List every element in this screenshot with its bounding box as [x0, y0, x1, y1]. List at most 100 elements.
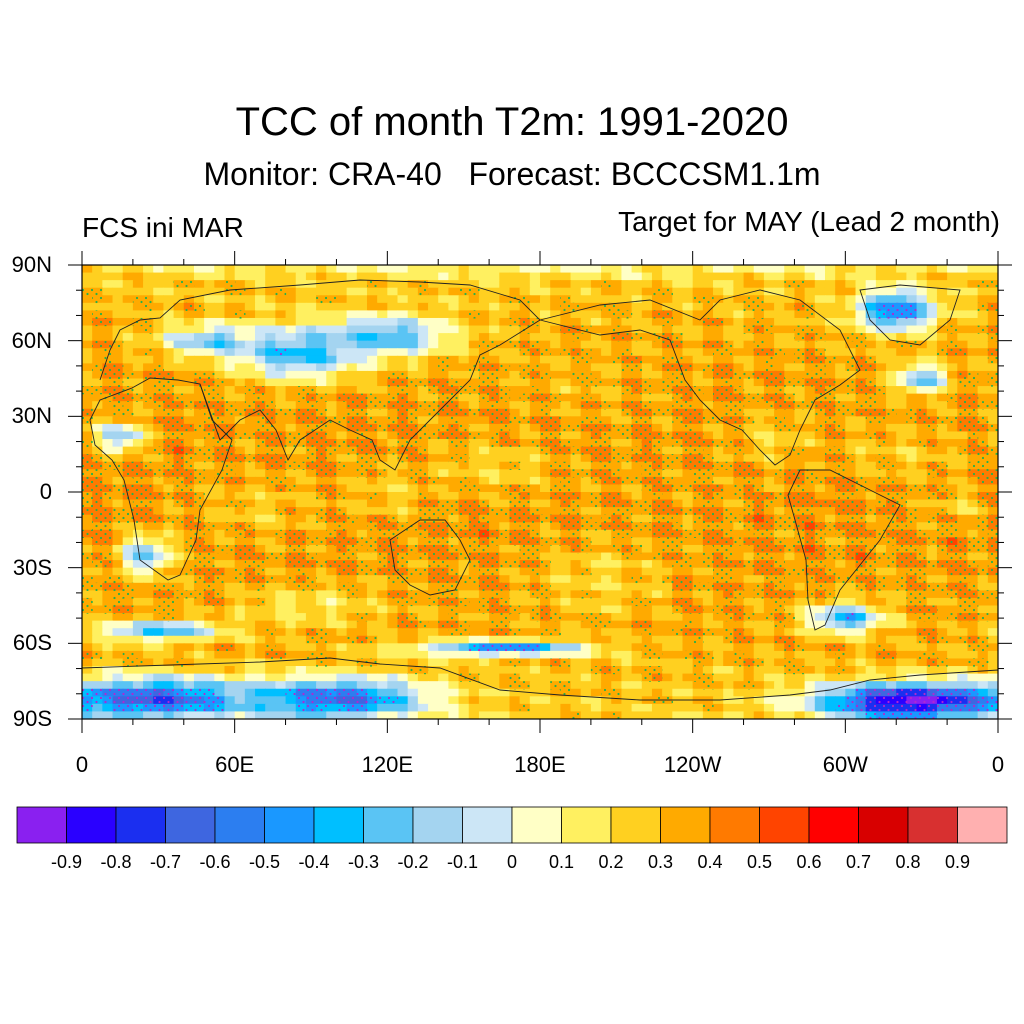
- field-cell: [855, 393, 867, 402]
- field-cell: [489, 333, 500, 342]
- field-cell: [906, 469, 918, 478]
- field-cell: [926, 355, 938, 364]
- field-cell: [763, 666, 775, 675]
- field-cell: [295, 325, 307, 334]
- field-cell: [499, 544, 511, 554]
- field-cell: [417, 393, 429, 402]
- field-cell: [285, 317, 297, 327]
- field-cell: [641, 567, 653, 576]
- field-cell: [662, 469, 673, 478]
- field-cell: [926, 317, 938, 327]
- field-cell: [478, 287, 490, 296]
- field-cell: [540, 333, 551, 342]
- field-cell: [886, 348, 897, 357]
- field-cell: [112, 522, 124, 531]
- field-cell: [285, 446, 297, 455]
- field-cell: [417, 272, 429, 281]
- field-cell: [397, 529, 409, 538]
- field-cell: [346, 484, 358, 493]
- field-cell: [295, 628, 307, 637]
- field-cell: [255, 628, 266, 637]
- field-cell: [458, 613, 470, 622]
- field-cell: [132, 325, 144, 334]
- field-cell: [326, 552, 338, 561]
- field-cell: [122, 560, 134, 569]
- field-cell: [977, 310, 989, 319]
- field-cell: [193, 461, 205, 470]
- field-cell: [132, 628, 144, 637]
- field-cell: [957, 325, 969, 334]
- field-cell: [611, 393, 623, 402]
- field-cell: [153, 439, 165, 448]
- field-cell: [336, 401, 348, 410]
- field-cell: [122, 378, 134, 387]
- field-cell: [458, 355, 470, 364]
- field-cell: [112, 560, 124, 569]
- field-cell: [132, 650, 144, 660]
- field-cell: [774, 317, 785, 327]
- field-cell: [835, 582, 846, 591]
- field-cell: [173, 650, 185, 660]
- field-cell: [804, 461, 816, 470]
- field-cell: [743, 597, 755, 607]
- field-cell: [886, 431, 897, 440]
- field-cell: [896, 287, 907, 296]
- field-cell: [804, 272, 816, 281]
- field-cell: [183, 370, 195, 380]
- field-cell: [366, 340, 378, 349]
- field-cell: [346, 280, 358, 289]
- field-cell: [692, 522, 704, 531]
- field-cell: [590, 514, 602, 523]
- field-cell: [580, 507, 592, 516]
- field-cell: [987, 386, 998, 395]
- field-cell: [336, 666, 348, 675]
- field-cell: [529, 522, 541, 531]
- field-cell: [743, 529, 755, 538]
- field-cell: [163, 333, 175, 342]
- field-cell: [875, 522, 887, 531]
- field-cell: [255, 484, 266, 493]
- field-cell: [987, 673, 998, 682]
- field-cell: [774, 529, 785, 538]
- field-cell: [713, 401, 724, 410]
- field-cell: [987, 431, 998, 440]
- field-cell: [163, 658, 175, 667]
- field-cell: [550, 302, 561, 311]
- field-cell: [601, 484, 612, 493]
- field-cell: [886, 295, 897, 304]
- field-cell: [794, 287, 806, 296]
- field-cell: [377, 265, 388, 274]
- field-cell: [305, 544, 317, 554]
- field-cell: [560, 544, 572, 554]
- field-cell: [265, 658, 276, 667]
- field-cell: [631, 537, 643, 546]
- field-cell: [540, 461, 551, 470]
- field-cell: [295, 613, 307, 622]
- field-cell: [82, 317, 93, 327]
- field-cell: [92, 628, 103, 637]
- field-cell: [713, 476, 724, 486]
- field-cell: [366, 650, 378, 660]
- field-cell: [875, 333, 887, 342]
- field-cell: [265, 514, 276, 523]
- field-cell: [499, 454, 511, 463]
- field-cell: [173, 643, 185, 652]
- field-cell: [224, 529, 236, 538]
- field-cell: [275, 280, 287, 289]
- field-cell: [224, 582, 236, 591]
- field-cell: [743, 348, 755, 357]
- field-cell: [407, 507, 419, 516]
- field-cell: [936, 340, 948, 349]
- field-cell: [590, 650, 602, 660]
- field-cell: [255, 325, 266, 334]
- field-cell: [122, 401, 134, 410]
- field-cell: [926, 393, 938, 402]
- field-cell: [733, 567, 745, 576]
- field-cell: [214, 666, 226, 675]
- field-cell: [509, 544, 521, 554]
- field-cell: [346, 265, 358, 274]
- field-cell: [92, 265, 103, 274]
- field-cell: [102, 265, 114, 274]
- field-cell: [916, 431, 928, 440]
- field-cell: [102, 499, 114, 508]
